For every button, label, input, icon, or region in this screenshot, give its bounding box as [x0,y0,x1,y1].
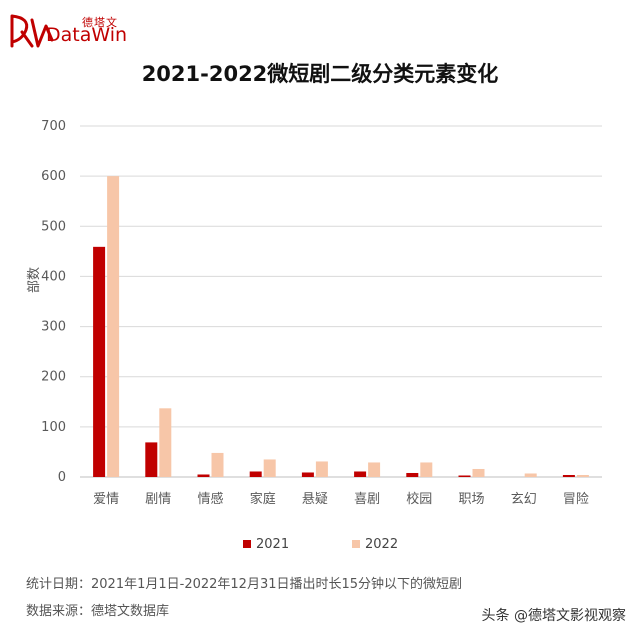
x-tick-label: 喜剧 [354,492,380,507]
bar-2021-冒险 [562,474,575,477]
x-tick-label: 家庭 [250,491,276,507]
legend-swatch-2022 [352,540,360,548]
brand-cn: 德塔文 [82,16,118,29]
legend-label-2022: 2022 [365,536,399,552]
bar-2021-校园 [406,472,419,477]
x-tick-label: 冒险 [563,492,589,507]
y-tick-label: 100 [41,420,66,435]
y-tick-label: 400 [41,269,66,284]
bar-2021-悬疑 [301,472,314,477]
x-tick-label: 爱情 [93,492,119,507]
x-tick-label: 剧情 [145,492,171,507]
bar-2022-玄幻 [524,473,537,477]
chart-title: 2021-2022微短剧二级分类元素变化 [141,62,499,86]
bar-2022-喜剧 [368,462,381,477]
bar-2022-悬疑 [315,461,328,477]
x-tick-label: 校园 [406,491,432,507]
bar-2022-爱情 [107,176,120,477]
x-tick-label: 悬疑 [302,491,328,507]
y-tick-label: 500 [41,219,66,234]
bar-2022-冒险 [576,474,589,477]
bar-2022-职场 [472,468,485,477]
bar-2021-情感 [197,474,210,477]
bar-2022-剧情 [159,408,172,477]
legend-swatch-2021 [243,540,251,548]
datawin-logo-mark [10,14,54,48]
bar-2022-情感 [211,452,224,477]
data-source-note: 数据来源：德塔文数据库 [26,604,170,619]
y-tick-label: 0 [58,470,66,485]
watermark: 头条 @德塔文影视观察 [481,608,626,624]
y-tick-label: 600 [41,169,66,184]
y-tick-label: 700 [41,119,66,134]
legend-item-2022: 2022 [352,536,398,552]
chart-grid [80,125,602,478]
bar-2021-职场 [458,475,471,477]
brand-en: DataWin [46,24,128,46]
x-tick-label: 玄幻 [511,492,537,507]
bar-2021-喜剧 [354,471,367,477]
y-axis-ticks: 0 100 200 300 400 500 600 700 [41,119,66,485]
x-tick-label: 情感 [197,491,223,507]
bar-2022-家庭 [263,459,276,477]
x-axis-ticks: 爱情 剧情 情感 家庭 悬疑 喜剧 校园 职场 玄幻 冒险 [93,491,589,507]
y-tick-label: 200 [41,370,66,385]
x-tick-label: 职场 [458,492,484,507]
bar-2021-家庭 [249,471,262,477]
bar-2022-校园 [420,462,433,477]
bar-2021-爱情 [93,246,106,477]
legend-label-2021: 2021 [256,536,290,552]
stat-date-note: 统计日期：2021年1月1日-2022年12月31日播出时长15分钟以下的微短剧 [26,577,463,592]
chart-bars [93,176,589,477]
legend-item-2021: 2021 [243,536,289,552]
bar-2021-剧情 [145,442,158,477]
y-axis-label: 部数 [27,267,42,293]
y-tick-label: 300 [41,320,66,335]
